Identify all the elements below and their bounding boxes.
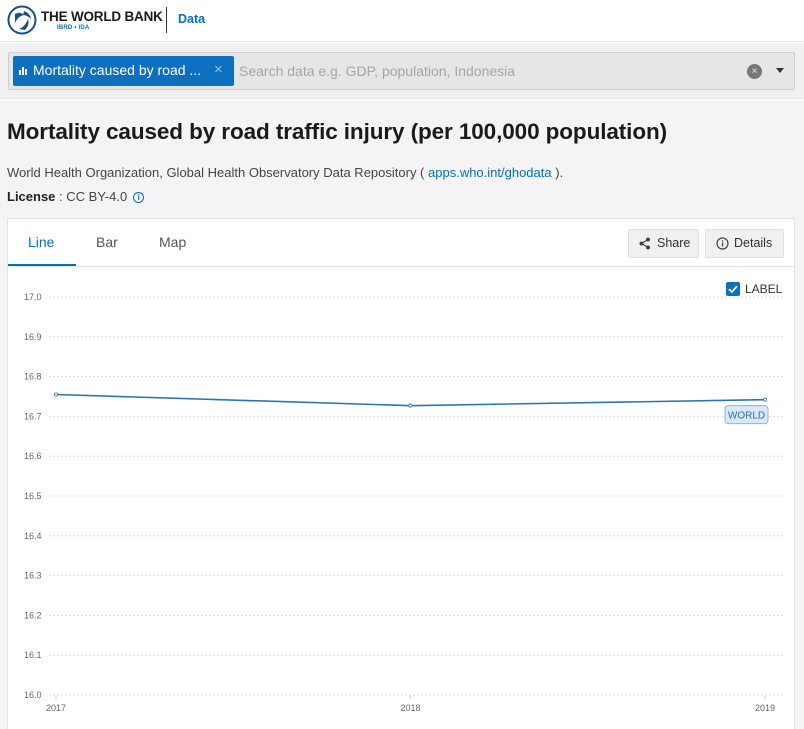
x-tick-label: 2019 [755, 703, 775, 713]
chart-tabs: Line Bar Map Share [8, 219, 794, 267]
label-toggle-text: LABEL [745, 282, 783, 296]
clear-search-icon[interactable]: × [747, 64, 762, 79]
bar-chart-icon [19, 67, 27, 75]
header-divider [166, 7, 167, 33]
y-tick-label: 16.7 [24, 411, 42, 421]
chip-label: Mortality caused by road ... [33, 62, 202, 78]
license-line: License : CC BY-4.0 i [7, 189, 145, 204]
source-link[interactable]: apps.who.int/ghodata [428, 165, 552, 180]
info-circle-icon [716, 237, 729, 250]
share-label: Share [657, 236, 691, 250]
y-tick-label: 17.0 [24, 292, 42, 302]
x-tick-label: 2017 [46, 703, 66, 713]
chart-panel: Line Bar Map Share [7, 218, 795, 729]
y-tick-label: 16.1 [24, 650, 42, 660]
data-nav-link[interactable]: Data [178, 12, 206, 26]
y-tick-label: 16.9 [24, 332, 42, 342]
selected-indicator-chip[interactable]: Mortality caused by road ... × [13, 56, 234, 86]
source-suffix: ). [551, 165, 564, 180]
active-tab-indicator [8, 264, 76, 266]
share-button[interactable]: Share [628, 229, 699, 258]
source-text: World Health Organization, Global Health… [7, 165, 429, 180]
series-label: WORLD [728, 411, 765, 422]
y-tick-label: 16.2 [24, 610, 42, 620]
y-tick-label: 16.8 [24, 372, 42, 382]
label-checkbox[interactable] [726, 282, 740, 296]
dropdown-caret-icon[interactable] [776, 68, 784, 73]
search-input[interactable] [239, 60, 719, 82]
data-point [54, 392, 59, 397]
x-tick-label: 2018 [400, 703, 420, 713]
line-chart: 17.0 16.9 16.8 16.7 16.6 16.5 16.4 16.3 16.2 16.1… [24, 292, 784, 713]
page-content: Mortality caused by road traffic injury … [0, 100, 804, 729]
y-tick-label: 16.6 [24, 451, 42, 461]
share-icon [639, 237, 650, 250]
chip-close-icon[interactable]: × [214, 61, 223, 78]
search-box[interactable]: Mortality caused by road ... × × [8, 52, 795, 90]
info-icon[interactable]: i [133, 192, 145, 203]
tab-line[interactable]: Line [28, 234, 55, 250]
y-tick-label: 16.3 [24, 571, 42, 581]
y-tick-label: 16.4 [24, 531, 42, 541]
y-tick-label: 16.5 [24, 491, 42, 501]
tab-bar[interactable]: Bar [96, 234, 118, 250]
y-tick-label: 16.0 [24, 690, 42, 700]
details-label: Details [734, 236, 773, 250]
data-point [763, 397, 768, 402]
series-label-tag [724, 405, 769, 425]
tab-map[interactable]: Map [159, 234, 187, 250]
top-header: THE WORLD BANK IBRD • IDA Data [0, 0, 804, 42]
details-button[interactable]: Details [705, 229, 784, 258]
data-source: World Health Organization, Global Health… [7, 165, 563, 180]
checkmark-icon [728, 285, 738, 294]
page-title: Mortality caused by road traffic injury … [7, 119, 667, 144]
search-band: Mortality caused by road ... × × [0, 43, 804, 99]
data-point [408, 403, 413, 408]
world-bank-logo[interactable] [7, 5, 37, 35]
license-label: License [7, 189, 56, 204]
license-value: : CC BY-4.0 [55, 189, 128, 204]
brand-subtitle: IBRD • IDA [57, 25, 90, 31]
brand-name[interactable]: THE WORLD BANK [41, 9, 163, 24]
